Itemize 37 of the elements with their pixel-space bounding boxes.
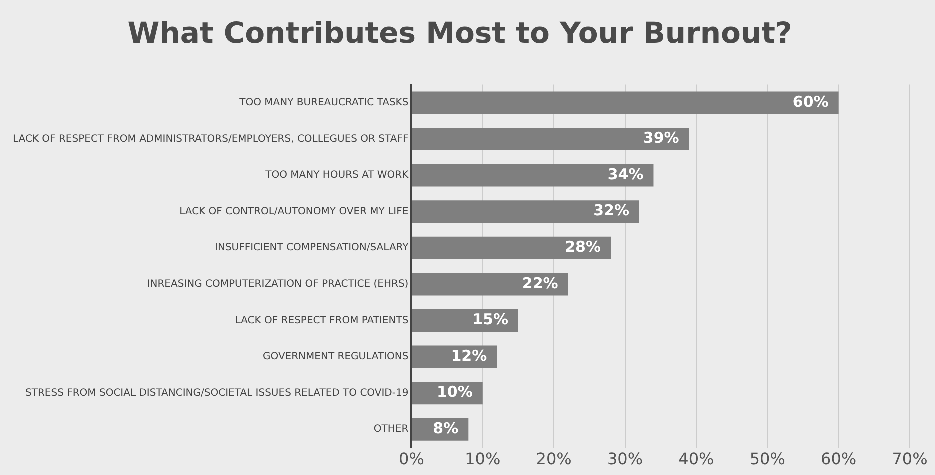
y-tick-label: OTHER — [374, 424, 409, 436]
bar — [412, 309, 518, 332]
x-tick-label: 20% — [536, 450, 572, 469]
x-tick-label: 60% — [821, 450, 857, 469]
data-label: 22% — [522, 274, 558, 292]
y-tick-label: LACK OF RESPECT FROM PATIENTS — [235, 315, 409, 326]
bar — [412, 200, 640, 224]
bar — [412, 164, 654, 187]
x-tick-label: 40% — [678, 450, 714, 469]
y-tick-label: LACK OF RESPECT FROM ADMINISTRATORS/EMPLOYERS, COLLEGUES OR STAFF — [12, 134, 409, 145]
bar — [412, 346, 498, 368]
x-tick-label: 0% — [399, 450, 424, 469]
data-label: 10% — [436, 383, 473, 402]
bar — [412, 92, 839, 114]
chart-title: What Contributes Most to Your Burnout? — [128, 16, 792, 50]
data-label: 12% — [451, 346, 488, 365]
x-tick-label: 30% — [607, 450, 644, 469]
y-tick-label: INREASING COMPUTERIZATION OF PRACTICE (EHRS) — [147, 279, 409, 290]
x-tick-label: 50% — [750, 450, 786, 469]
data-label: 32% — [594, 202, 630, 220]
bar — [412, 236, 612, 260]
data-label: 28% — [565, 238, 602, 256]
data-label: 8% — [433, 420, 459, 438]
data-label: 34% — [608, 165, 644, 184]
y-tick-label: GOVERNMENT REGULATIONS — [262, 352, 409, 363]
data-label: 60% — [792, 92, 829, 111]
y-tick-label: LACK OF CONTROL/AUTONOMY OVER MY LIFE — [180, 206, 409, 218]
bar — [412, 273, 568, 296]
data-label: 39% — [643, 129, 680, 148]
bar — [412, 128, 690, 151]
x-tick-label: 10% — [465, 450, 501, 469]
y-tick-label: TOO MANY BUREAUCRATIC TASKS — [238, 98, 409, 109]
y-tick-label: STRESS FROM SOCIAL DISTANCING/SOCIETAL ISSUES RELATED TO COVID-19 — [25, 388, 409, 399]
data-label: 15% — [472, 310, 508, 329]
y-tick-label: TOO MANY HOURS AT WORK — [264, 170, 410, 182]
y-tick-label: INSUFFICIENT COMPENSATION/SALARY — [215, 242, 410, 254]
x-tick-label: 70% — [892, 450, 928, 469]
